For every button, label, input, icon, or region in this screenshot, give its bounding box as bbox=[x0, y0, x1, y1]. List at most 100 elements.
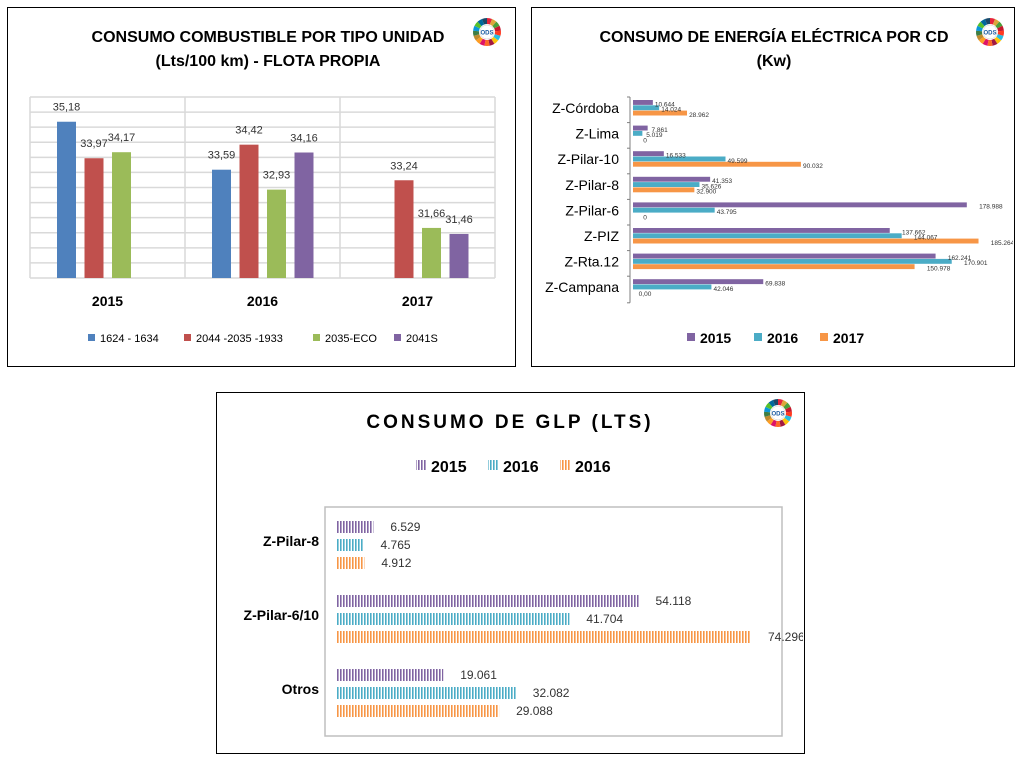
category-labels: Z-Pilar-8 Z-Pilar-6/10 Otros bbox=[244, 533, 320, 697]
logo-text: ODS bbox=[983, 31, 996, 37]
bar bbox=[633, 182, 700, 187]
ods-segment bbox=[996, 34, 1004, 41]
bars bbox=[57, 121, 469, 278]
data-label: 19.061 bbox=[460, 668, 497, 682]
legend-swatch bbox=[88, 334, 95, 341]
ods-segment bbox=[778, 399, 784, 406]
ods-logo: ODS bbox=[764, 399, 792, 427]
bar bbox=[337, 687, 516, 699]
ods-segment bbox=[473, 30, 480, 36]
ods-segment bbox=[984, 18, 990, 25]
bar bbox=[633, 130, 643, 136]
legend-label: 2017 bbox=[833, 330, 864, 346]
data-label: 54.118 bbox=[656, 594, 692, 608]
data-label: 4.912 bbox=[381, 556, 411, 570]
legend-label: 2035-ECO bbox=[325, 333, 377, 345]
data-label: 6.529 bbox=[390, 520, 420, 534]
ods-segment bbox=[764, 415, 772, 422]
ods-logo: ODS bbox=[473, 18, 501, 46]
grid bbox=[29, 96, 496, 279]
ods-segment bbox=[978, 36, 986, 44]
bar bbox=[633, 105, 660, 111]
bars bbox=[337, 521, 751, 717]
data-label: 32.900 bbox=[696, 189, 716, 196]
ods-segment bbox=[479, 38, 486, 46]
data-label: 10.644 bbox=[655, 101, 675, 108]
data-label: 14.024 bbox=[661, 107, 681, 114]
data-label: 43.795 bbox=[717, 209, 737, 216]
bar bbox=[633, 228, 890, 233]
legend-label: 2016 bbox=[767, 330, 798, 346]
fuel-consumption-chart: CONSUMO COMBUSTIBLE POR TIPO UNIDAD (Lts… bbox=[29, 18, 501, 345]
bar bbox=[337, 669, 444, 681]
legend-label: 2015 bbox=[431, 459, 467, 476]
bar bbox=[633, 125, 648, 131]
category-label: 2016 bbox=[247, 293, 278, 309]
ods-segment bbox=[488, 38, 495, 46]
ods-segment bbox=[987, 39, 993, 46]
ods-segment bbox=[783, 402, 791, 410]
bar bbox=[212, 169, 231, 278]
data-label: 42.046 bbox=[713, 286, 733, 293]
data-label: 185.264 bbox=[991, 240, 1013, 247]
ods-segment bbox=[493, 34, 501, 41]
bar bbox=[57, 121, 76, 278]
data-label: 34,17 bbox=[108, 132, 136, 144]
data-label: 33,97 bbox=[80, 138, 108, 150]
bar bbox=[112, 152, 131, 278]
bar bbox=[422, 227, 441, 278]
bar bbox=[337, 705, 500, 717]
ods-segment bbox=[768, 399, 776, 408]
bar bbox=[633, 161, 801, 167]
bar bbox=[633, 110, 688, 116]
ods-segment bbox=[766, 417, 774, 425]
ods-segment bbox=[770, 419, 777, 427]
legend-label: 2041S bbox=[406, 333, 438, 345]
category-label: Z-Pilar-6/10 bbox=[244, 607, 320, 623]
bar bbox=[337, 631, 751, 643]
legend-label: 2015 bbox=[700, 330, 731, 346]
ods-segment bbox=[772, 399, 778, 406]
legend-swatch bbox=[488, 460, 498, 470]
bar bbox=[633, 100, 653, 105]
bar bbox=[633, 253, 936, 259]
data-label: 31,66 bbox=[418, 208, 446, 220]
ods-segment bbox=[990, 18, 996, 25]
fuel-consumption-panel: CONSUMO COMBUSTIBLE POR TIPO UNIDAD (Lts… bbox=[7, 7, 516, 367]
data-label: 16.533 bbox=[666, 153, 686, 160]
chart-title: CONSUMO DE ENERGÍA ELÉCTRICA POR CD bbox=[599, 27, 948, 46]
ods-logo: ODS bbox=[976, 18, 1004, 46]
data-label: 7.861 bbox=[652, 127, 669, 134]
ods-segment bbox=[489, 18, 497, 27]
data-label: 33,59 bbox=[208, 150, 236, 162]
data-label: 69.838 bbox=[765, 281, 785, 288]
ods-segment bbox=[991, 38, 998, 46]
bar bbox=[633, 202, 967, 208]
ods-segment bbox=[473, 34, 481, 41]
ods-segment bbox=[982, 38, 989, 46]
electric-consumption-panel: CONSUMO DE ENERGÍA ELÉCTRICA POR CD (Kw)… bbox=[531, 7, 1015, 367]
ods-segment bbox=[997, 25, 1004, 32]
data-label: 29.088 bbox=[516, 704, 553, 718]
ods-segment bbox=[976, 30, 983, 36]
ods-segment bbox=[484, 39, 490, 46]
data-label: 0 bbox=[643, 138, 647, 145]
bar bbox=[633, 233, 902, 239]
ods-segment bbox=[775, 420, 781, 427]
bar bbox=[633, 156, 726, 162]
data-label: 170.901 bbox=[964, 260, 988, 267]
category-label: 2017 bbox=[402, 293, 433, 309]
legend-swatch bbox=[754, 333, 762, 341]
legend: 2015 2016 2017 bbox=[687, 330, 864, 346]
logo-text: ODS bbox=[771, 412, 784, 418]
data-label: 150.978 bbox=[927, 266, 951, 273]
data-label: 33,24 bbox=[390, 160, 418, 172]
ods-segment bbox=[980, 18, 988, 27]
ods-segment bbox=[494, 25, 501, 32]
ods-segment bbox=[764, 411, 771, 417]
ods-segment bbox=[475, 36, 483, 44]
ods-segment bbox=[494, 30, 501, 36]
category-label: Z-Pilar-10 bbox=[558, 151, 620, 167]
chart-subtitle: (Lts/100 km) - FLOTA PROPIA bbox=[156, 53, 381, 70]
bar bbox=[394, 180, 414, 278]
